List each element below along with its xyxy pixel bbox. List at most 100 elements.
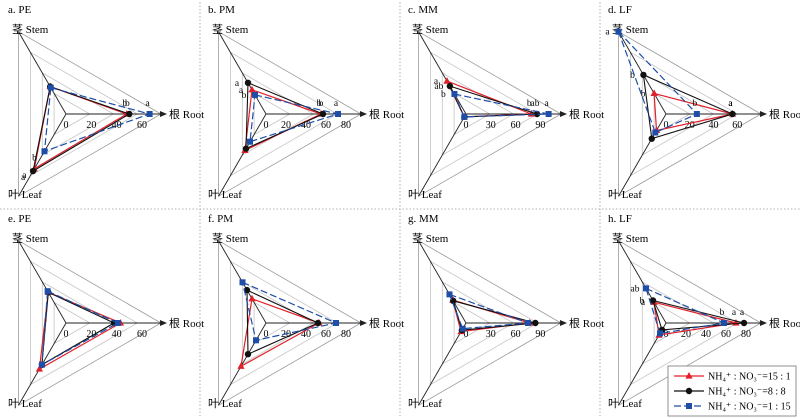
data-point (114, 320, 121, 326)
grid-ring (453, 301, 491, 345)
root-axis-arrowhead (560, 320, 567, 326)
tick-label: 60 (321, 120, 331, 131)
data-point (29, 167, 37, 175)
axis-label-root: 根 Root (369, 107, 404, 121)
radar-panel: e. PE 茎 Stem 根 Root 叶 Leaf 0 20 40 60 (8, 213, 204, 410)
data-point (524, 320, 531, 326)
significance-label: a (732, 308, 737, 318)
root-axis-arrowhead (360, 111, 367, 117)
grid-ring (253, 92, 291, 136)
data-point (248, 85, 256, 93)
data-point (239, 279, 246, 286)
axis-label-leaf: 叶 Leaf (408, 397, 442, 410)
axis-spoke (218, 113, 267, 197)
tick-label: 0 (464, 329, 469, 340)
tick-label: 0 (264, 120, 269, 131)
axis-spoke (618, 113, 667, 197)
axis-label-root: 根 Root (369, 316, 404, 330)
significance-label: a (728, 99, 733, 109)
axis-label-stem: 茎 Stem (412, 23, 449, 36)
tick-label: 40 (709, 120, 719, 131)
axis-label-stem: 茎 Stem (12, 232, 49, 245)
axis-spoke (218, 31, 267, 115)
radar-panel: f. PM 茎 Stem 根 Root 叶 Leaf 0 20 40 60 80 (208, 213, 404, 410)
data-point (643, 285, 649, 292)
axis-label-leaf: 叶 Leaf (608, 188, 642, 201)
data-point (146, 111, 153, 117)
data-point (446, 291, 453, 298)
tick-label: 40 (301, 329, 311, 340)
significance-label: ab (434, 82, 443, 92)
series-line (249, 94, 341, 143)
significance-label: b (317, 99, 322, 109)
panel-title: b. PM (208, 4, 235, 16)
data-point (650, 89, 658, 97)
significance-label: a (235, 79, 240, 89)
panel-title: f. PM (208, 213, 233, 225)
data-point (314, 319, 322, 327)
grid-ring (630, 260, 739, 386)
data-point (740, 319, 748, 327)
data-point (319, 110, 327, 118)
tick-label: 20 (86, 329, 96, 340)
significance-label: b (125, 99, 130, 109)
data-point (247, 138, 253, 145)
grid-ring (29, 260, 139, 386)
axis-spoke (18, 113, 67, 197)
series-line (32, 85, 131, 173)
panel-title: h. LF (608, 213, 632, 225)
panel-title: a. PE (8, 4, 32, 16)
grid-ring (18, 240, 162, 406)
grid-ring (53, 301, 91, 345)
series-line (43, 86, 152, 153)
legend-marker (686, 403, 692, 409)
panel-title: c. MM (408, 4, 438, 16)
tick-label: 90 (535, 120, 545, 131)
axis-spoke (418, 240, 467, 324)
tick-label: 90 (535, 329, 545, 340)
panel-title: g. MM (408, 213, 439, 225)
tick-label: 60 (721, 329, 731, 340)
tick-label: 0 (264, 329, 269, 340)
axis-spoke (618, 240, 667, 324)
grid-ring (41, 72, 115, 156)
tick-label: 0 (464, 120, 469, 131)
axis-label-stem: 茎 Stem (412, 232, 449, 245)
axis-label-root: 根 Root (569, 316, 604, 330)
legend: NH₄⁺ : NO₃⁻=15 : 1 NH₄⁺ : NO₃⁻=8 : 8 NH₄⁺ … (667, 365, 797, 417)
axis-spoke (418, 113, 467, 197)
significance-label: b (630, 71, 635, 81)
data-point (640, 71, 647, 79)
tick-label: 0 (64, 329, 69, 340)
tick-label: 20 (685, 120, 695, 131)
axis-label-leaf: 叶 Leaf (608, 397, 642, 410)
data-point (41, 148, 48, 155)
root-axis-arrowhead (760, 111, 767, 117)
axis-label-root: 根 Root (169, 107, 204, 121)
grid-ring (429, 260, 539, 386)
grid-ring (241, 281, 315, 365)
grid-ring (53, 92, 91, 136)
series-line (617, 31, 698, 134)
data-point (44, 288, 51, 295)
series-line (448, 293, 529, 330)
series-line (448, 85, 538, 118)
tick-label: 60 (137, 329, 147, 340)
data-point (652, 129, 659, 136)
data-point (244, 350, 252, 358)
grid-ring (453, 92, 491, 136)
series-line (246, 289, 320, 356)
significance-label: ab (631, 284, 640, 294)
axis-label-leaf: 叶 Leaf (408, 188, 442, 201)
data-point (615, 28, 622, 35)
panel-title: d. LF (608, 4, 632, 16)
significance-label: a (434, 77, 439, 87)
axis-label-root: 根 Root (769, 107, 800, 121)
root-axis-arrowhead (560, 111, 567, 117)
data-point (237, 362, 245, 369)
tick-label: 20 (681, 329, 691, 340)
